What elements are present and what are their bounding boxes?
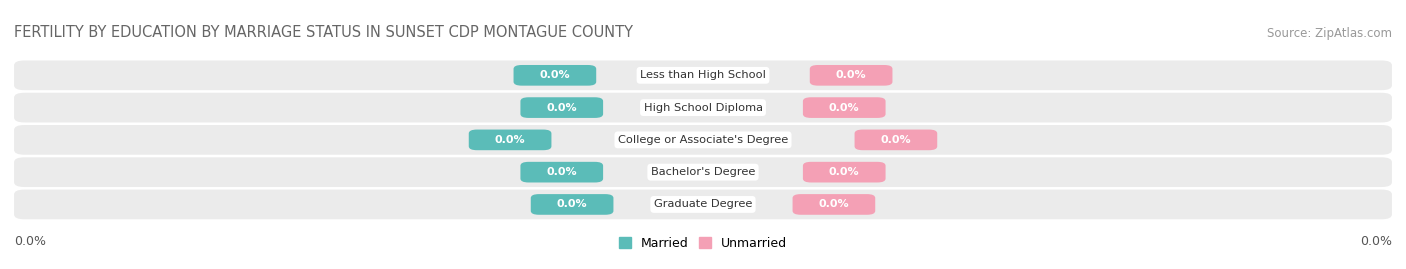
Text: 0.0%: 0.0% [547, 167, 576, 177]
FancyBboxPatch shape [513, 65, 596, 86]
FancyBboxPatch shape [520, 97, 603, 118]
FancyBboxPatch shape [520, 162, 603, 182]
FancyBboxPatch shape [855, 130, 938, 150]
Text: Source: ZipAtlas.com: Source: ZipAtlas.com [1267, 27, 1392, 40]
FancyBboxPatch shape [14, 93, 1392, 122]
Text: 0.0%: 0.0% [547, 102, 576, 113]
FancyBboxPatch shape [14, 157, 1392, 187]
FancyBboxPatch shape [793, 194, 875, 215]
Text: 0.0%: 0.0% [818, 199, 849, 210]
Legend: Married, Unmarried: Married, Unmarried [619, 237, 787, 250]
Text: 0.0%: 0.0% [540, 70, 571, 80]
Text: 0.0%: 0.0% [557, 199, 588, 210]
Text: 0.0%: 0.0% [495, 135, 526, 145]
FancyBboxPatch shape [803, 162, 886, 182]
FancyBboxPatch shape [14, 125, 1392, 155]
Text: 0.0%: 0.0% [830, 167, 859, 177]
FancyBboxPatch shape [810, 65, 893, 86]
Text: 0.0%: 0.0% [835, 70, 866, 80]
Text: 0.0%: 0.0% [14, 235, 46, 248]
FancyBboxPatch shape [468, 130, 551, 150]
Text: Graduate Degree: Graduate Degree [654, 199, 752, 210]
Text: High School Diploma: High School Diploma [644, 102, 762, 113]
Text: 0.0%: 0.0% [830, 102, 859, 113]
FancyBboxPatch shape [803, 97, 886, 118]
Text: 0.0%: 0.0% [1360, 235, 1392, 248]
FancyBboxPatch shape [14, 190, 1392, 219]
Text: FERTILITY BY EDUCATION BY MARRIAGE STATUS IN SUNSET CDP MONTAGUE COUNTY: FERTILITY BY EDUCATION BY MARRIAGE STATU… [14, 25, 633, 40]
Text: 0.0%: 0.0% [880, 135, 911, 145]
Text: College or Associate's Degree: College or Associate's Degree [617, 135, 789, 145]
Text: Bachelor's Degree: Bachelor's Degree [651, 167, 755, 177]
Text: Less than High School: Less than High School [640, 70, 766, 80]
FancyBboxPatch shape [531, 194, 613, 215]
FancyBboxPatch shape [14, 61, 1392, 90]
